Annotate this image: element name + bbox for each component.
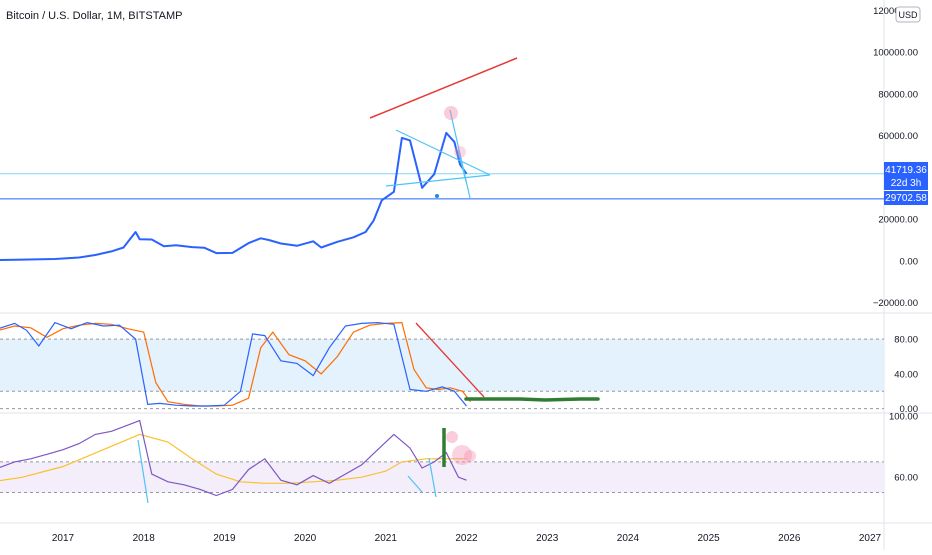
price-ytick-label: 100000.00 — [873, 48, 918, 59]
pink-marker[interactable] — [444, 106, 458, 120]
rsi-cyan-line-2021a[interactable] — [407, 475, 423, 493]
x-tick-label: 2019 — [213, 533, 236, 544]
symbol-title: Bitcoin / U.S. Dollar, 1M, BITSTAMP — [6, 10, 183, 22]
drawings-front[interactable] — [137, 57, 600, 504]
x-tick-label: 2026 — [778, 533, 801, 544]
drawings-back — [0, 173, 884, 200]
x-tick-label: 2018 — [133, 533, 156, 544]
stochastic-red-trendline[interactable] — [415, 322, 485, 398]
price-ytick-label: 0.00 — [900, 256, 919, 267]
currency-label: USD — [898, 10, 918, 20]
price-ytick-label: −20000.00 — [873, 298, 918, 309]
x-tick-label: 2021 — [375, 533, 398, 544]
price-dot[interactable] — [435, 194, 439, 198]
currency-badge[interactable]: USD — [895, 6, 921, 23]
x-tick-label: 2020 — [294, 533, 317, 544]
stochastic-ytick-label: 80.00 — [894, 335, 918, 346]
level-price-label-bg — [884, 191, 928, 205]
rsi-pink-marker-2[interactable] — [452, 445, 472, 465]
price-ytick-label: 60000.00 — [878, 131, 918, 142]
x-tick-label: 2022 — [455, 533, 478, 544]
red-trendline[interactable] — [369, 57, 518, 119]
stochastic-ytick-label: 40.00 — [894, 369, 918, 380]
level-price-label: 29702.58 — [884, 191, 928, 205]
price-ytick-label: 80000.00 — [878, 89, 918, 100]
stochastic-k-line[interactable] — [0, 321, 467, 407]
triangle-lower-line[interactable] — [385, 174, 491, 187]
triangle-vertical-line[interactable] — [449, 109, 471, 199]
triangle-inner-line[interactable] — [457, 149, 467, 183]
current-price-label: 41719.36 22d 3h — [884, 162, 928, 190]
series-layer — [0, 131, 471, 497]
x-axis-ticks: 2017 2018 2019 2020 2021 2022 2023 2024 2025 2026… — [52, 533, 882, 544]
price-ytick-label: 20000.00 — [878, 215, 918, 226]
triangle-upper-line[interactable] — [395, 129, 491, 176]
x-tick-label: 2017 — [52, 533, 75, 544]
countdown-value: 22d 3h — [891, 178, 922, 189]
x-tick-label: 2027 — [859, 533, 882, 544]
pink-marker-small[interactable] — [454, 146, 466, 158]
rsi-band — [0, 461, 884, 493]
rsi-ytick-label: 60.00 — [894, 473, 918, 484]
rsi-cyan-line-2018[interactable] — [137, 439, 149, 504]
stochastic-band — [0, 339, 884, 392]
stochastic-d-line[interactable] — [0, 321, 471, 407]
rsi-line[interactable] — [0, 419, 467, 497]
rsi-pink-marker-1[interactable] — [446, 431, 458, 443]
rsi-pink-marker-3[interactable] — [464, 450, 476, 462]
rsi-cyan-line-2021b[interactable] — [428, 457, 437, 498]
rsi-ma-line[interactable] — [0, 433, 467, 484]
x-tick-label: 2024 — [617, 533, 640, 544]
x-tick-label: 2023 — [536, 533, 559, 544]
stochastic-ytick-label: 0.00 — [900, 404, 919, 415]
rsi-ytick-label: 100.00 — [889, 412, 918, 423]
y-axis-ticks: 120000.00100000.0080000.0060000.0020000.… — [873, 6, 918, 484]
currency-badge-bg — [895, 6, 921, 23]
x-tick-label: 2025 — [697, 533, 720, 544]
stochastic-green-line[interactable] — [464, 397, 600, 402]
level-price-value: 29702.58 — [885, 193, 927, 204]
current-price-value: 41719.36 — [885, 165, 927, 176]
current-price-label-bg — [884, 162, 928, 190]
price-line[interactable] — [0, 131, 468, 262]
